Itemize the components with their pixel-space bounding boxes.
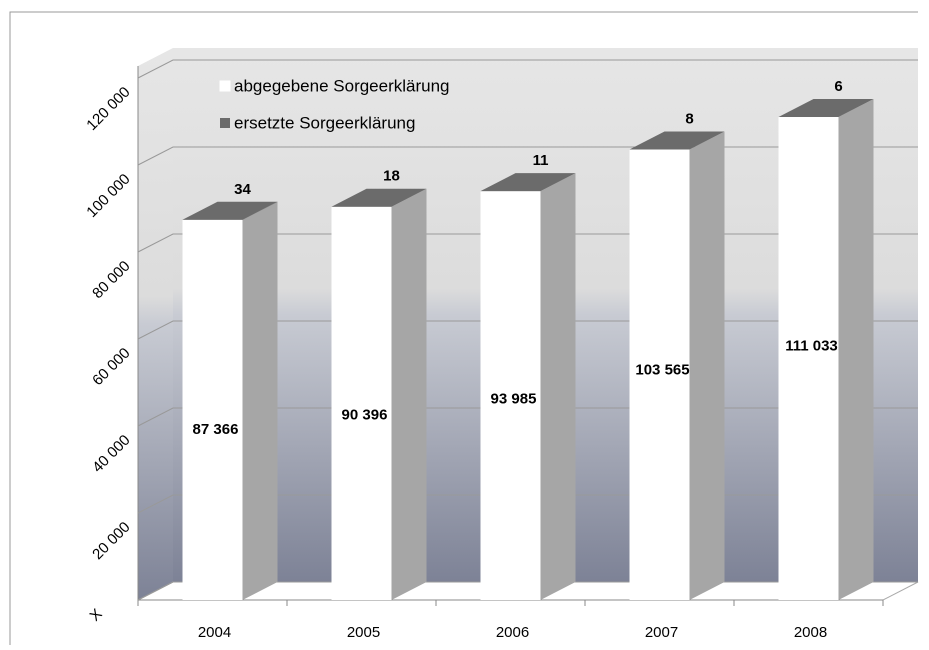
value-label: 18 xyxy=(383,168,400,185)
legend-label: ersetzte Sorgeerklärung xyxy=(234,113,415,132)
bar-face xyxy=(331,188,427,207)
bar-face xyxy=(242,201,278,220)
legend-swatch xyxy=(219,80,231,92)
grid-line xyxy=(137,59,918,79)
value-label: 111 033 xyxy=(785,337,838,354)
y-tick-label: 100 000 xyxy=(83,171,133,221)
y-tick-label: 80 000 xyxy=(89,258,133,302)
value-label: 93 985 xyxy=(491,391,537,408)
legend-label: abgegebene Sorgeerklärung xyxy=(234,76,450,95)
value-label: 6 xyxy=(834,78,842,95)
bar-segment xyxy=(331,188,427,207)
value-label: 11 xyxy=(533,152,549,169)
bar-face xyxy=(838,99,874,601)
frame xyxy=(9,11,918,645)
y-tick-label: 120 000 xyxy=(83,84,133,134)
bar-segment xyxy=(480,173,576,600)
bar-face xyxy=(182,201,278,220)
bar-segment xyxy=(778,98,874,118)
value-label: 87 366 xyxy=(193,421,239,438)
bar-face xyxy=(182,219,243,601)
legend-swatch xyxy=(220,118,230,128)
bar-face xyxy=(391,188,427,207)
bar-face xyxy=(689,131,725,150)
value-label: 8 xyxy=(685,110,693,127)
bar-segment xyxy=(182,201,278,601)
bar-segment xyxy=(182,201,278,220)
x-tick-label: 2007 xyxy=(645,624,678,641)
side-wall xyxy=(138,48,173,600)
bar-face xyxy=(629,131,725,150)
value-label: 90 396 xyxy=(342,406,388,423)
y-tick-label: X xyxy=(87,606,106,625)
x-tick-label: 2008 xyxy=(794,624,827,641)
bar-segment xyxy=(331,188,427,600)
x-tick-label: 2006 xyxy=(496,624,529,641)
bar-face xyxy=(689,131,725,600)
x-tick-label: 2004 xyxy=(198,624,231,641)
x-tick-label: 2005 xyxy=(347,624,380,641)
bar-face xyxy=(540,173,576,192)
bar-face xyxy=(242,201,278,601)
bar-face xyxy=(480,173,576,192)
y-tick-label: 40 000 xyxy=(89,432,133,476)
bar-face xyxy=(629,149,690,600)
value-label: 103 565 xyxy=(635,362,689,379)
y-tick-label: 60 000 xyxy=(89,345,133,389)
value-label: 34 xyxy=(234,181,251,198)
bar-face xyxy=(778,98,874,117)
bar-segment xyxy=(480,173,576,192)
bar-segment xyxy=(629,131,725,600)
bar-face xyxy=(778,117,839,601)
bar-segment xyxy=(778,99,874,601)
bar-face xyxy=(391,188,427,600)
bar-segment xyxy=(629,131,725,150)
bar-face xyxy=(331,206,392,600)
y-tick-label: 20 000 xyxy=(89,519,133,563)
bar-face xyxy=(838,98,874,118)
bar-face xyxy=(540,173,576,600)
bar-face xyxy=(480,191,541,600)
